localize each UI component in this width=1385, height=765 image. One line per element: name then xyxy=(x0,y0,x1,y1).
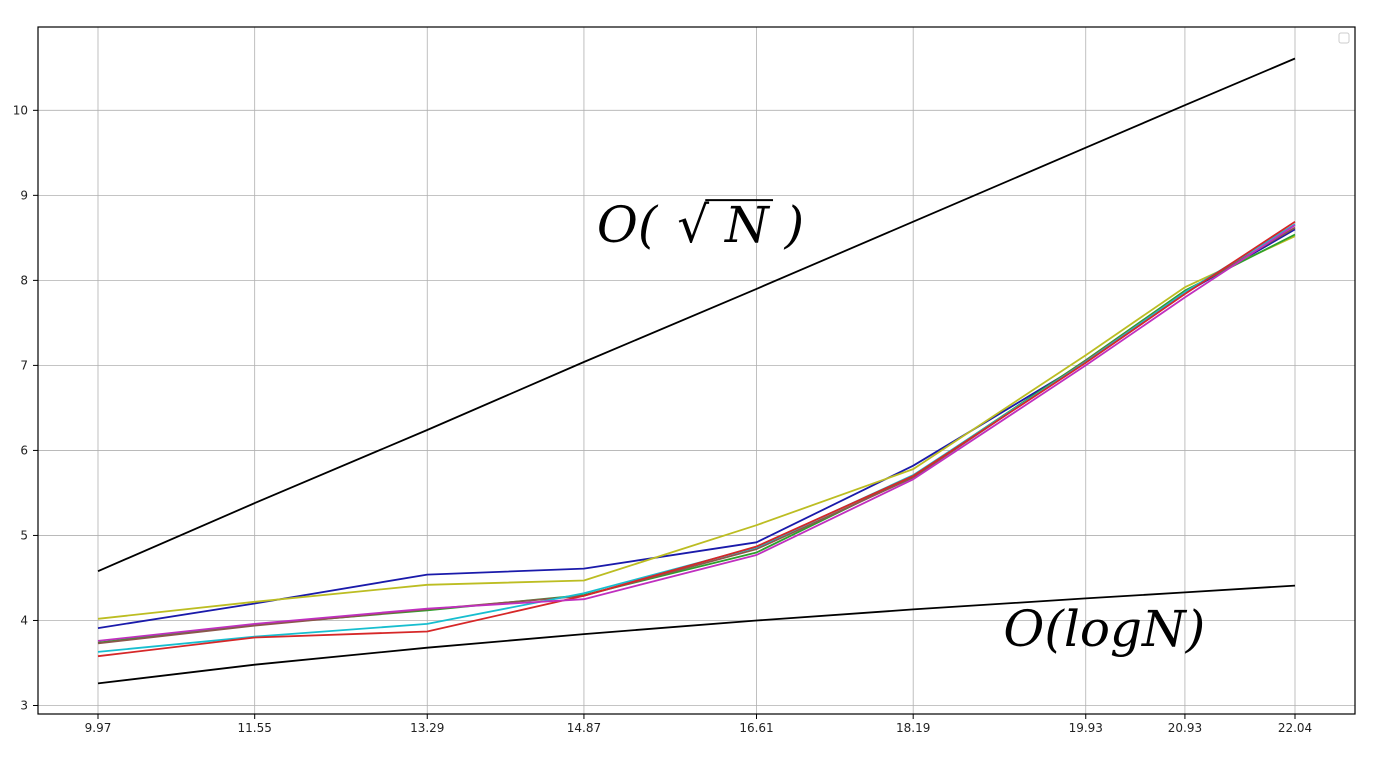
x-tick-label: 19.93 xyxy=(1069,721,1103,735)
x-tick-label: 9.97 xyxy=(85,721,112,735)
annotation-o-sqrt-n: O( √ N ) xyxy=(597,196,804,254)
y-tick-label: 6 xyxy=(20,443,28,457)
annotation-o-sqrt-n-radical: √ xyxy=(677,196,709,254)
grid xyxy=(38,27,1355,714)
series-line-3 xyxy=(97,235,1296,620)
annotation-o-sqrt-n-prefix: O( xyxy=(597,196,659,254)
series-line-0 xyxy=(97,57,1296,573)
x-tick-label: 18.19 xyxy=(896,721,930,735)
y-tick-label: 8 xyxy=(20,273,28,287)
x-tick-label: 16.61 xyxy=(739,721,773,735)
y-tick-label: 4 xyxy=(20,613,28,627)
legend-box xyxy=(1338,32,1350,44)
y-tick-label: 9 xyxy=(20,188,28,202)
annotation-o-sqrt-n-suffix: ) xyxy=(784,196,805,254)
y-tick-label: 3 xyxy=(20,698,28,712)
x-tick-label: 13.29 xyxy=(410,721,444,735)
annotation-o-log-n: O(logN) xyxy=(1003,600,1205,658)
series-line-1 xyxy=(97,584,1296,685)
y-tick-label: 5 xyxy=(20,528,28,542)
tick-labels: 9.97 11.55 13.29 14.87 16.61 18.19 19.93 20.93 2… xyxy=(13,103,1312,735)
y-tick-label: 10 xyxy=(13,103,28,117)
x-tick-label: 14.87 xyxy=(567,721,601,735)
x-tick-label: 11.55 xyxy=(238,721,272,735)
plot-background xyxy=(38,27,1355,714)
series-layer xyxy=(97,57,1296,685)
annotation-o-sqrt-n-radicand: N xyxy=(724,196,771,254)
series-line-7 xyxy=(97,220,1296,658)
ticks xyxy=(33,109,1296,719)
plot-frame xyxy=(37,26,1356,715)
x-tick-label: 22.04 xyxy=(1278,721,1312,735)
x-tick-label: 20.93 xyxy=(1168,721,1202,735)
y-tick-label: 7 xyxy=(20,358,28,372)
series-line-8 xyxy=(97,224,1296,642)
